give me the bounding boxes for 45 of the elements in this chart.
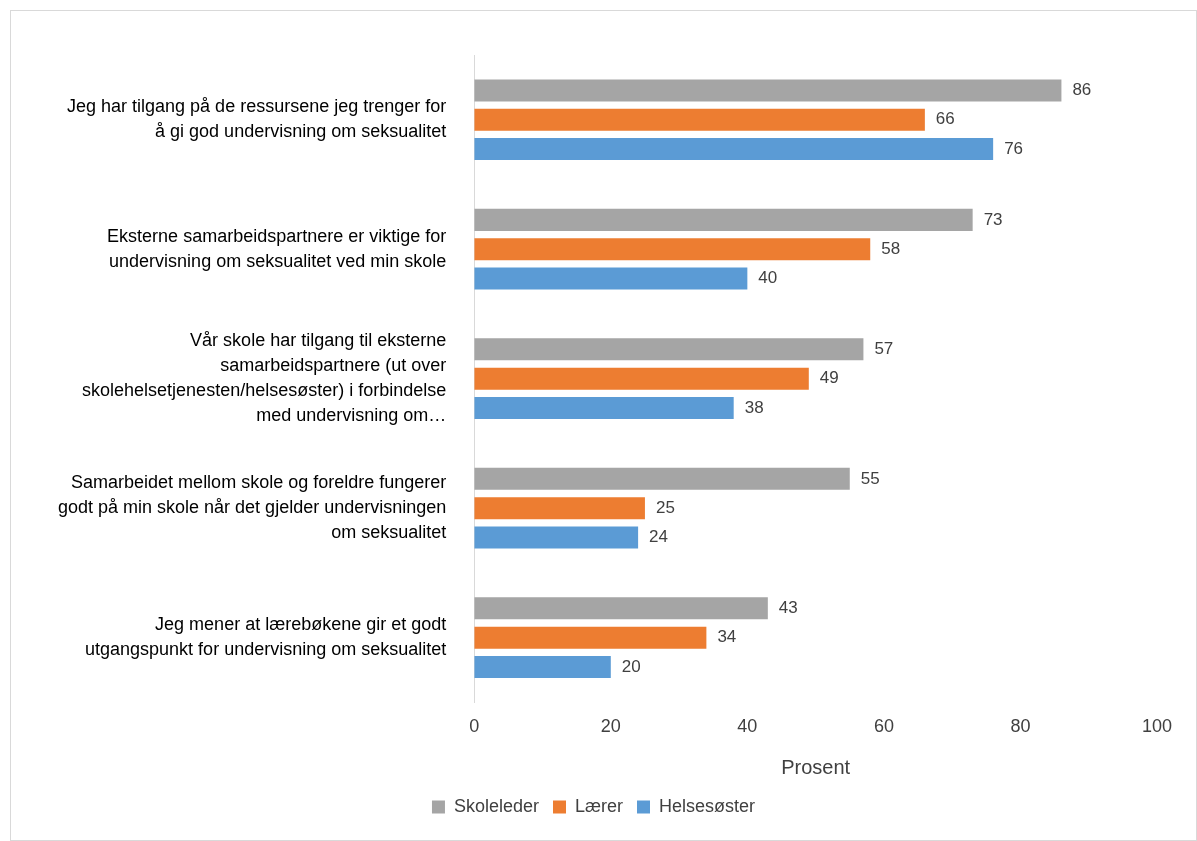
- data-label: 49: [819, 368, 839, 388]
- data-label: 86: [1072, 80, 1092, 100]
- data-label: 34: [717, 627, 737, 647]
- data-label: 43: [778, 598, 798, 617]
- legend-label: Lærer: [575, 795, 624, 816]
- x-tick-label: 0: [469, 716, 480, 737]
- bar: [474, 338, 864, 361]
- data-label: 76: [1004, 138, 1024, 158]
- y-tick-label: Jeg har tilgang på de ressursene jeg trenger for å gi god undervisning om seksualitet: [67, 96, 447, 142]
- bar: [474, 467, 850, 490]
- data-label: 66: [935, 109, 955, 129]
- data-label: 24: [649, 527, 669, 547]
- bar: [474, 656, 611, 679]
- bar: [474, 138, 994, 161]
- bar: [474, 626, 707, 649]
- data-label: 40: [758, 268, 778, 288]
- x-tick-label: 60: [873, 716, 894, 737]
- x-tick-label: 40: [737, 716, 758, 737]
- x-tick-label: 20: [600, 716, 621, 737]
- y-tick-label: Eksterne samarbeidspartnere er viktige for undervisning om seksualitet ved min skole: [107, 225, 447, 271]
- bar: [474, 526, 639, 549]
- bar: [474, 238, 871, 261]
- y-tick-label: Samarbeidet mellom skole og foreldre fungerer godt på min skole når det gjelder undervisningen om seksualitet: [58, 471, 447, 543]
- data-label: 25: [655, 497, 675, 517]
- data-label: 57: [874, 339, 894, 359]
- data-label: 73: [983, 209, 1003, 229]
- x-axis-title: Prosent: [781, 755, 851, 778]
- bar: [474, 397, 734, 420]
- legend-label: Helsesøster: [659, 795, 756, 816]
- data-label: 38: [744, 397, 764, 417]
- data-label: 55: [860, 468, 880, 488]
- bar: [474, 497, 645, 520]
- bar: [474, 267, 748, 290]
- y-tick-label: Jeg mener at lærebøkene gir et godt utgangspunkt for undervisning om seksualitet: [85, 614, 447, 660]
- bar: [474, 79, 1062, 102]
- data-label: 58: [881, 238, 901, 258]
- bar: [474, 367, 809, 390]
- x-tick-label: 100: [1141, 716, 1173, 737]
- bar: [474, 597, 768, 620]
- y-tick-label: Vår skole har tilgang til eksterne samarbeidspartnere (ut over skolehelsetjenesten/helsesøster) i forbindelse med undervisning om…: [82, 329, 447, 426]
- data-label: 20: [621, 656, 641, 676]
- legend-label: Skoleleder: [453, 795, 540, 816]
- bar: [474, 208, 973, 231]
- bar: [474, 108, 925, 131]
- x-tick-label: 80: [1010, 716, 1031, 737]
